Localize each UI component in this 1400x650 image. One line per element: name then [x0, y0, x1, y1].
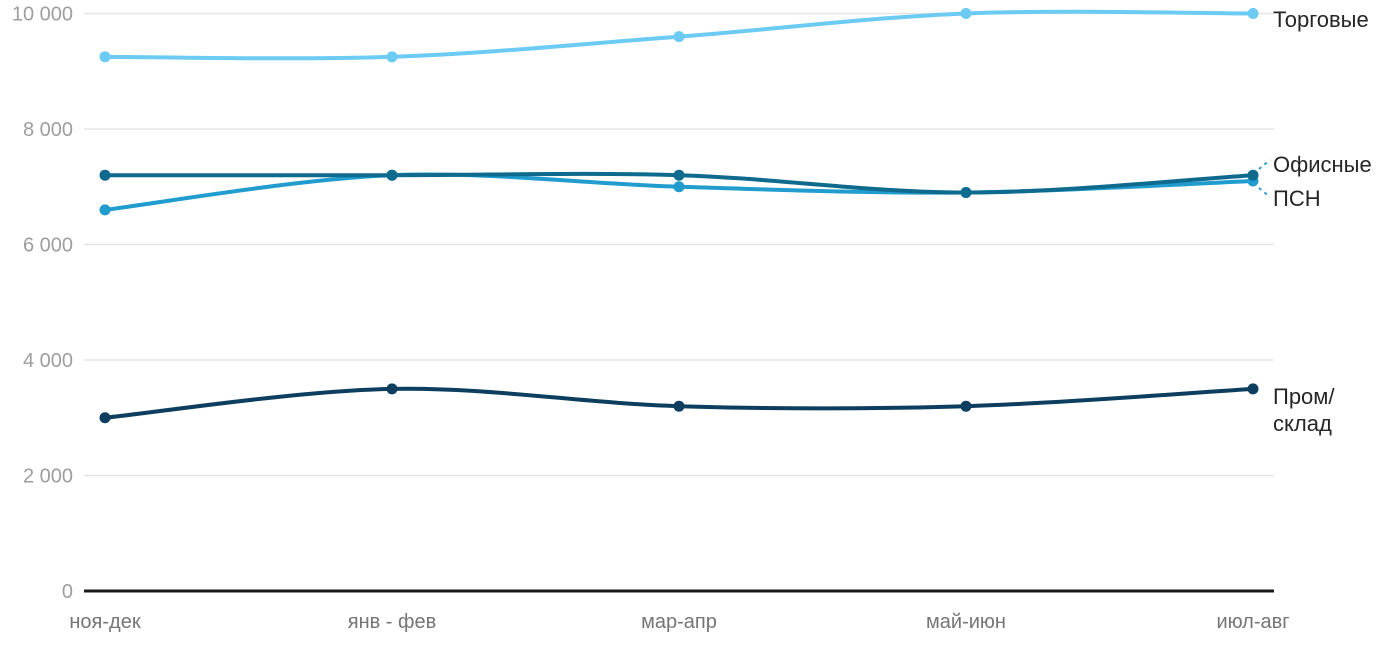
series-label: ПСН [1273, 186, 1321, 211]
x-tick-label: май-июн [926, 611, 1006, 633]
x-tick-label: июл-авг [1216, 611, 1289, 633]
data-point[interactable] [1247, 383, 1259, 395]
series-label: Торговые [1273, 7, 1369, 32]
series-label: Пром/ [1273, 384, 1335, 409]
data-point[interactable] [386, 169, 398, 181]
y-tick-label: 6 000 [23, 235, 73, 257]
data-point[interactable] [99, 204, 111, 216]
data-point[interactable] [99, 51, 111, 63]
x-tick-label: янв - фев [348, 611, 436, 633]
data-point[interactable] [386, 383, 398, 395]
data-point[interactable] [673, 31, 685, 43]
data-point[interactable] [99, 169, 111, 181]
data-point[interactable] [673, 169, 685, 181]
x-tick-label: мар-апр [641, 611, 717, 633]
data-point[interactable] [1247, 169, 1259, 181]
data-point[interactable] [960, 8, 972, 19]
label-connector [1258, 159, 1271, 170]
y-tick-label: 4 000 [23, 350, 73, 372]
y-tick-label: 2 000 [23, 466, 73, 488]
x-tick-label: ноя-дек [69, 611, 140, 633]
series-label: склад [1273, 411, 1332, 436]
data-point[interactable] [386, 51, 398, 63]
label-connector [1258, 187, 1271, 198]
data-point[interactable] [960, 400, 972, 412]
data-point[interactable] [1247, 8, 1259, 19]
y-tick-label: 8 000 [23, 119, 73, 141]
y-tick-label: 10 000 [12, 4, 73, 26]
data-point[interactable] [673, 400, 685, 412]
y-tick-label: 0 [62, 581, 73, 603]
series-label: Офисные [1273, 152, 1372, 177]
data-point[interactable] [960, 187, 972, 199]
data-point[interactable] [673, 181, 685, 193]
data-point[interactable] [99, 412, 111, 424]
